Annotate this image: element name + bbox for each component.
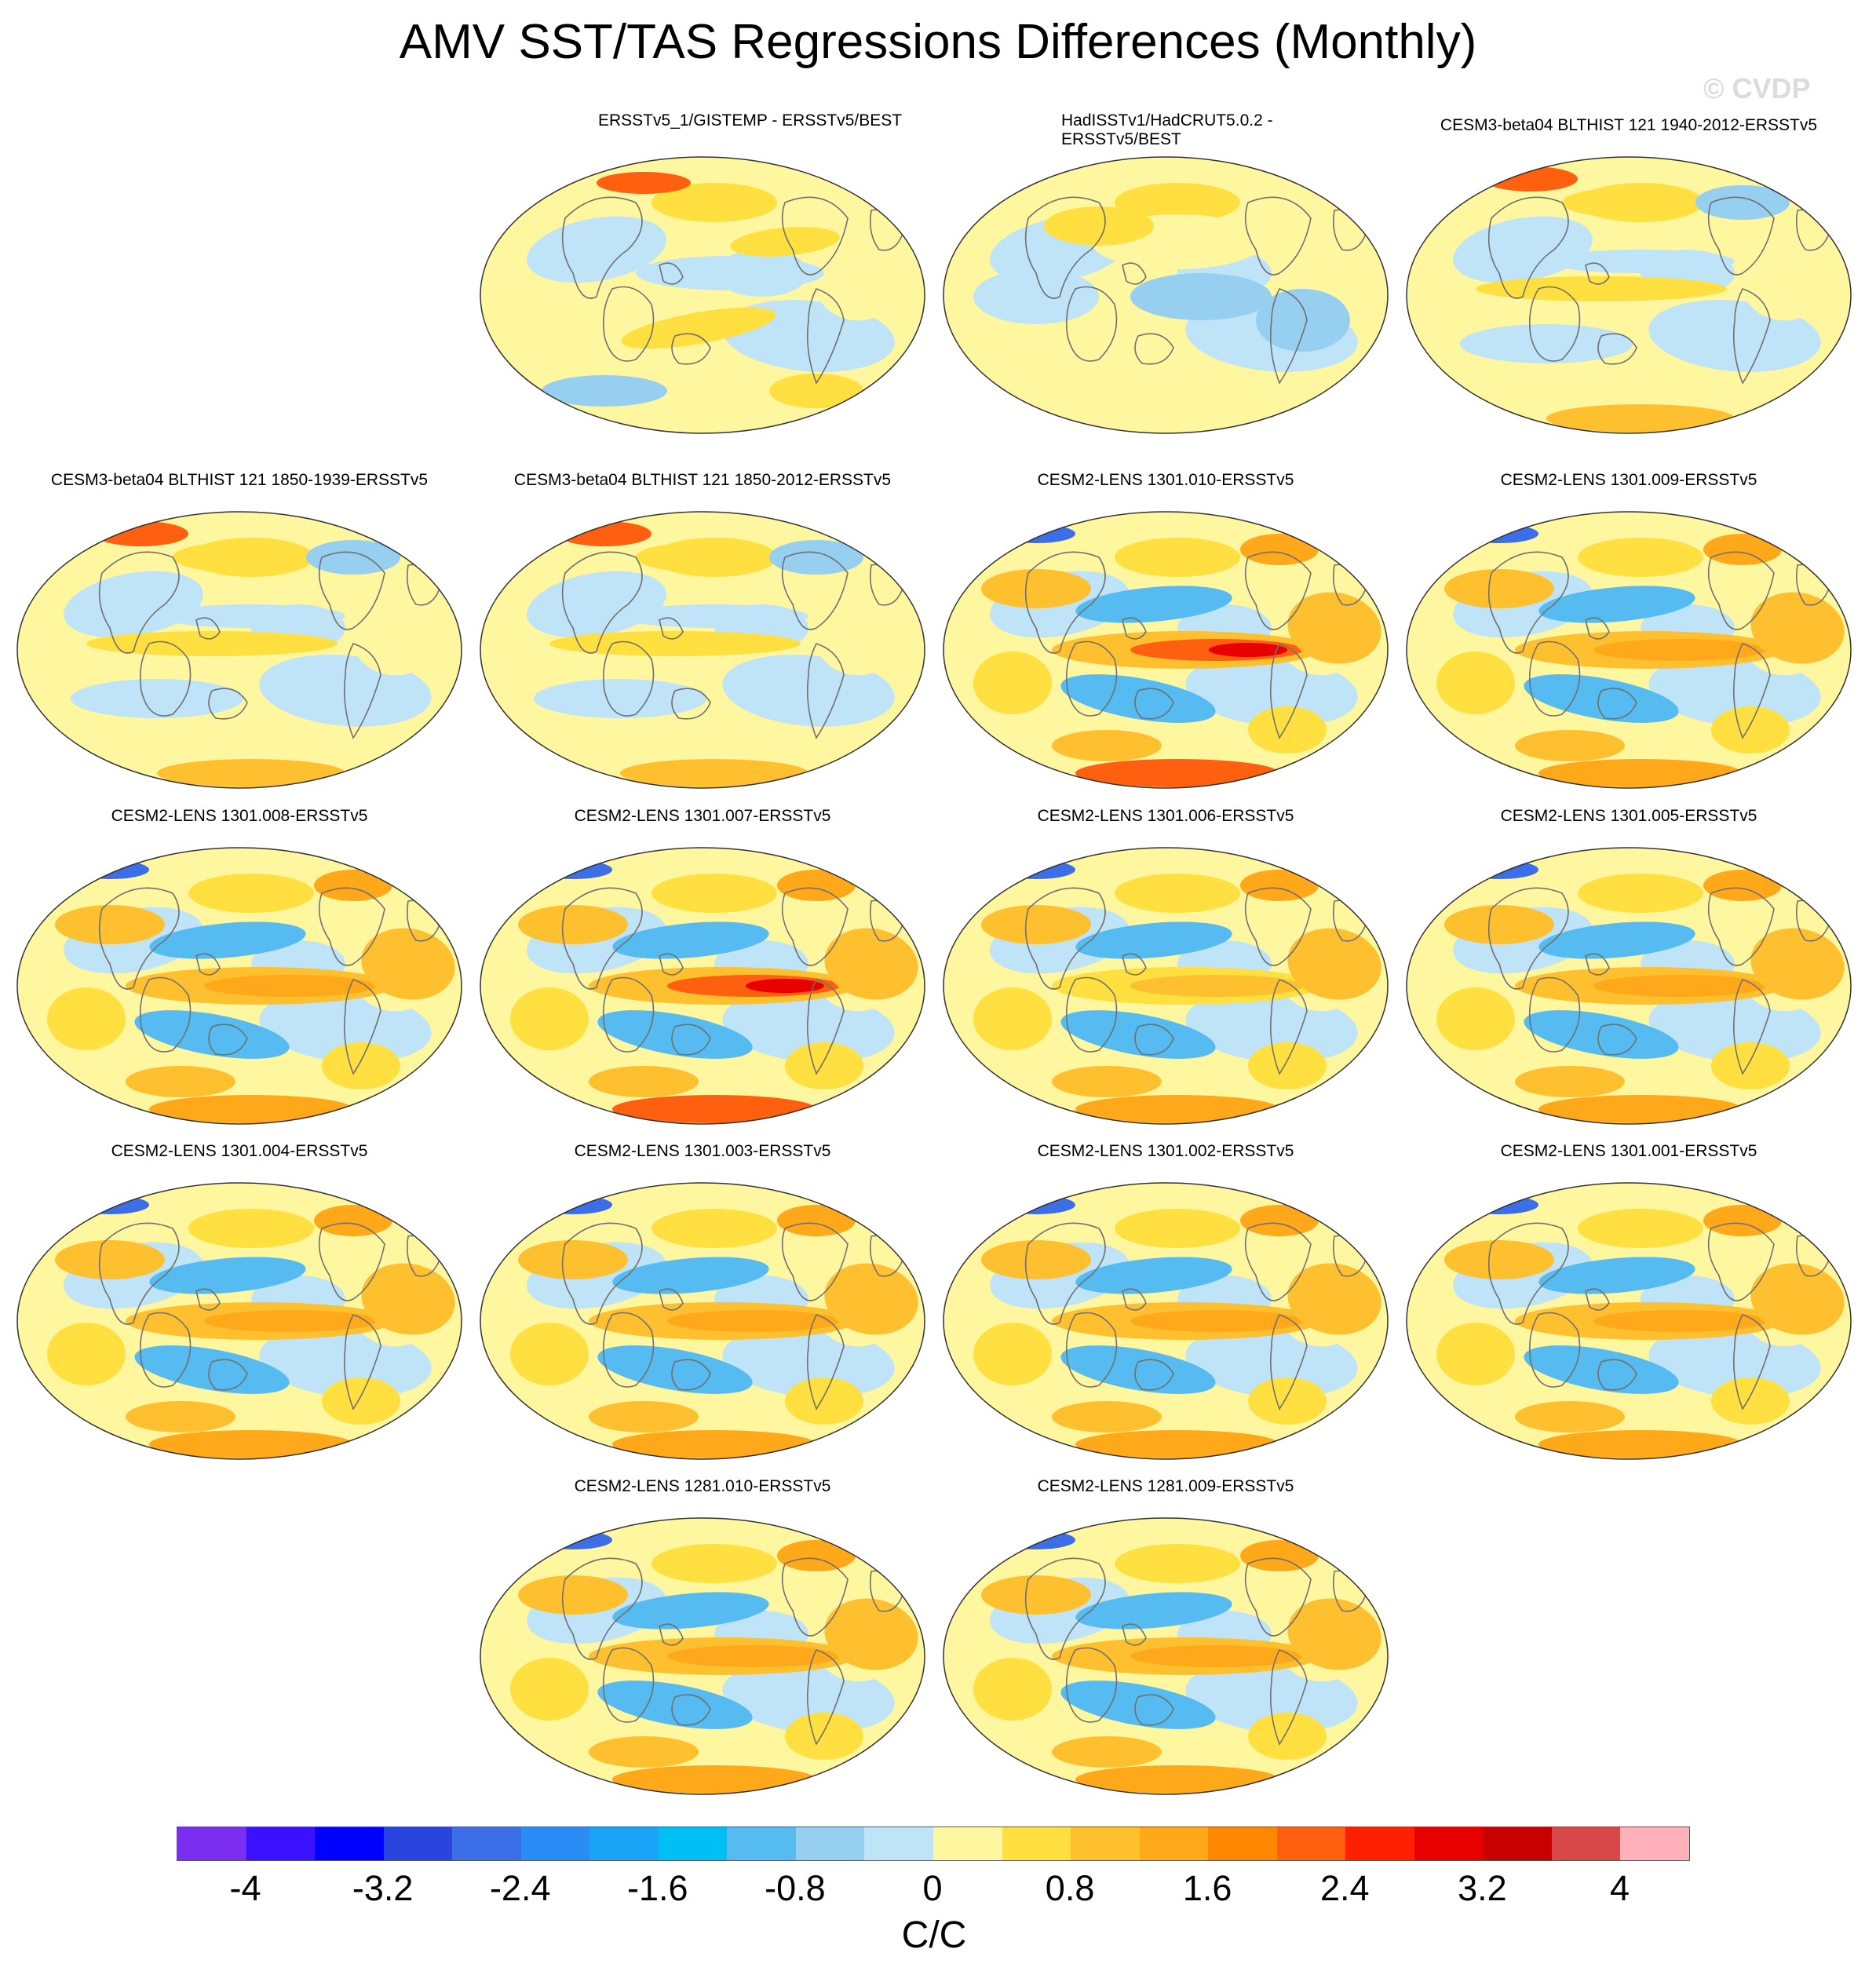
panel-title: CESM3-beta04 BLTHIST 121 1940-2012-ERSST… <box>1440 116 1818 134</box>
panel-title: CESM2-LENS 1301.004-ERSSTv5 <box>111 1142 368 1160</box>
panel-title: CESM2-LENS 1301.008-ERSSTv5 <box>111 807 368 825</box>
colorbar-swatch <box>933 1827 1002 1860</box>
colorbar-swatch <box>795 1827 865 1860</box>
colorbar-tick-label: -2.4 <box>489 1868 551 1908</box>
colorbar-swatch <box>1620 1827 1690 1860</box>
colorbar-swatch <box>1414 1827 1484 1860</box>
map-panel-p7: CESM2-LENS 1301.008-ERSSTv5 <box>8 807 471 1129</box>
colorbar-tick-label: -3.2 <box>352 1868 414 1908</box>
map-panel-p0: ERSSTv5_1/GISTEMP - ERSSTv5/BEST <box>471 111 934 438</box>
globe-map <box>480 156 925 434</box>
colorbar-swatch <box>1345 1827 1414 1860</box>
globe-map <box>480 511 925 789</box>
colorbar-tick-label: 0 <box>922 1868 943 1908</box>
colorbar-swatch <box>1139 1827 1209 1860</box>
globe-map <box>1406 847 1852 1125</box>
panel-title: CESM2-LENS 1301.010-ERSSTv5 <box>1037 471 1294 489</box>
figure-title: AMV SST/TAS Regressions Differences (Mon… <box>399 15 1477 69</box>
map-panel-p8: CESM2-LENS 1301.007-ERSSTv5 <box>471 807 934 1129</box>
colorbar-swatch <box>177 1827 246 1860</box>
map-panel-p2: CESM3-beta04 BLTHIST 121 1940-2012-ERSST… <box>1397 116 1860 438</box>
map-panel-p10: CESM2-LENS 1301.005-ERSSTv5 <box>1397 807 1860 1129</box>
colorbar-swatch <box>658 1827 728 1860</box>
panel-title: ERSSTv5_1/GISTEMP - ERSSTv5/BEST <box>598 111 903 130</box>
panel-title: HadISSTv1/HadCRUT5.0.2 - ERSSTv5/BEST <box>1061 111 1273 148</box>
map-panel-p4: CESM3-beta04 BLTHIST 121 1850-2012-ERSST… <box>471 471 934 793</box>
colorbar-tick-label: 4 <box>1609 1868 1630 1908</box>
panel-title: CESM3-beta04 BLTHIST 121 1850-1939-ERSST… <box>50 471 429 489</box>
colorbar <box>177 1827 1690 1861</box>
colorbar-swatch <box>1002 1827 1071 1860</box>
colorbar-swatch <box>1483 1827 1552 1860</box>
panel-title: CESM2-LENS 1301.006-ERSSTv5 <box>1037 807 1294 825</box>
map-panel-p1: HadISSTv1/HadCRUT5.0.2 - ERSSTv5/BEST <box>934 111 1397 438</box>
map-panel-p5: CESM2-LENS 1301.010-ERSSTv5 <box>934 471 1397 793</box>
map-panel-p16: CESM2-LENS 1281.009-ERSSTv5 <box>934 1477 1397 1799</box>
colorbar-swatch <box>727 1827 796 1860</box>
colorbar-swatch <box>1208 1827 1277 1860</box>
colorbar-swatch <box>246 1827 316 1860</box>
globe-map <box>1406 156 1852 434</box>
panel-title: CESM2-LENS 1301.003-ERSSTv5 <box>574 1142 831 1160</box>
globe-map <box>16 1182 462 1460</box>
globe-map <box>1406 1182 1852 1460</box>
globe-map <box>943 156 1389 434</box>
panel-title: CESM2-LENS 1281.009-ERSSTv5 <box>1037 1477 1294 1495</box>
colorbar-tick-label: 1.6 <box>1182 1868 1232 1908</box>
globe-map <box>16 511 462 789</box>
panel-title: CESM2-LENS 1281.010-ERSSTv5 <box>574 1477 831 1495</box>
map-panel-p15: CESM2-LENS 1281.010-ERSSTv5 <box>471 1477 934 1799</box>
colorbar-tick-label: -4 <box>229 1868 261 1908</box>
map-panel-p9: CESM2-LENS 1301.006-ERSSTv5 <box>934 807 1397 1129</box>
colorbar-tick-label: 2.4 <box>1319 1868 1370 1908</box>
globe-map <box>480 847 925 1125</box>
colorbar-swatch <box>864 1827 934 1860</box>
panel-title: CESM2-LENS 1301.007-ERSSTv5 <box>574 807 831 825</box>
globe-map <box>1406 511 1852 789</box>
map-panel-p12: CESM2-LENS 1301.003-ERSSTv5 <box>471 1142 934 1464</box>
globe-map <box>480 1517 925 1795</box>
colorbar-tick-label: 0.8 <box>1045 1868 1095 1908</box>
globe-map <box>943 847 1389 1125</box>
colorbar-swatch <box>1276 1827 1346 1860</box>
globe-map <box>16 847 462 1125</box>
colorbar-swatch <box>315 1827 384 1860</box>
colorbar-units: C/C <box>901 1914 967 1956</box>
panel-title: CESM2-LENS 1301.002-ERSSTv5 <box>1037 1142 1294 1160</box>
globe-map <box>480 1182 925 1460</box>
panel-title: CESM2-LENS 1301.005-ERSSTv5 <box>1500 807 1757 825</box>
globe-map <box>943 1182 1389 1460</box>
map-panel-p14: CESM2-LENS 1301.001-ERSSTv5 <box>1397 1142 1860 1464</box>
globe-map <box>943 1517 1389 1795</box>
map-panel-p11: CESM2-LENS 1301.004-ERSSTv5 <box>8 1142 471 1464</box>
map-panel-p6: CESM2-LENS 1301.009-ERSSTv5 <box>1397 471 1860 793</box>
colorbar-swatch <box>1071 1827 1140 1860</box>
panel-title: CESM2-LENS 1301.001-ERSSTv5 <box>1500 1142 1757 1160</box>
colorbar-swatch <box>383 1827 453 1860</box>
panel-title: CESM3-beta04 BLTHIST 121 1850-2012-ERSST… <box>513 471 892 489</box>
globe-map <box>943 511 1389 789</box>
colorbar-tick-label: -1.6 <box>627 1868 688 1908</box>
colorbar-swatch <box>520 1827 590 1860</box>
colorbar-tick-label: 3.2 <box>1458 1868 1507 1908</box>
map-panel-p13: CESM2-LENS 1301.002-ERSSTv5 <box>934 1142 1397 1464</box>
colorbar-swatch <box>1551 1827 1621 1860</box>
colorbar-tick-label: -0.8 <box>765 1868 826 1908</box>
colorbar-swatch <box>452 1827 521 1860</box>
panel-title: CESM2-LENS 1301.009-ERSSTv5 <box>1500 471 1757 489</box>
colorbar-swatch <box>589 1827 659 1860</box>
cvdp-watermark: © CVDP <box>1703 72 1811 104</box>
map-panel-p3: CESM3-beta04 BLTHIST 121 1850-1939-ERSST… <box>8 471 471 793</box>
